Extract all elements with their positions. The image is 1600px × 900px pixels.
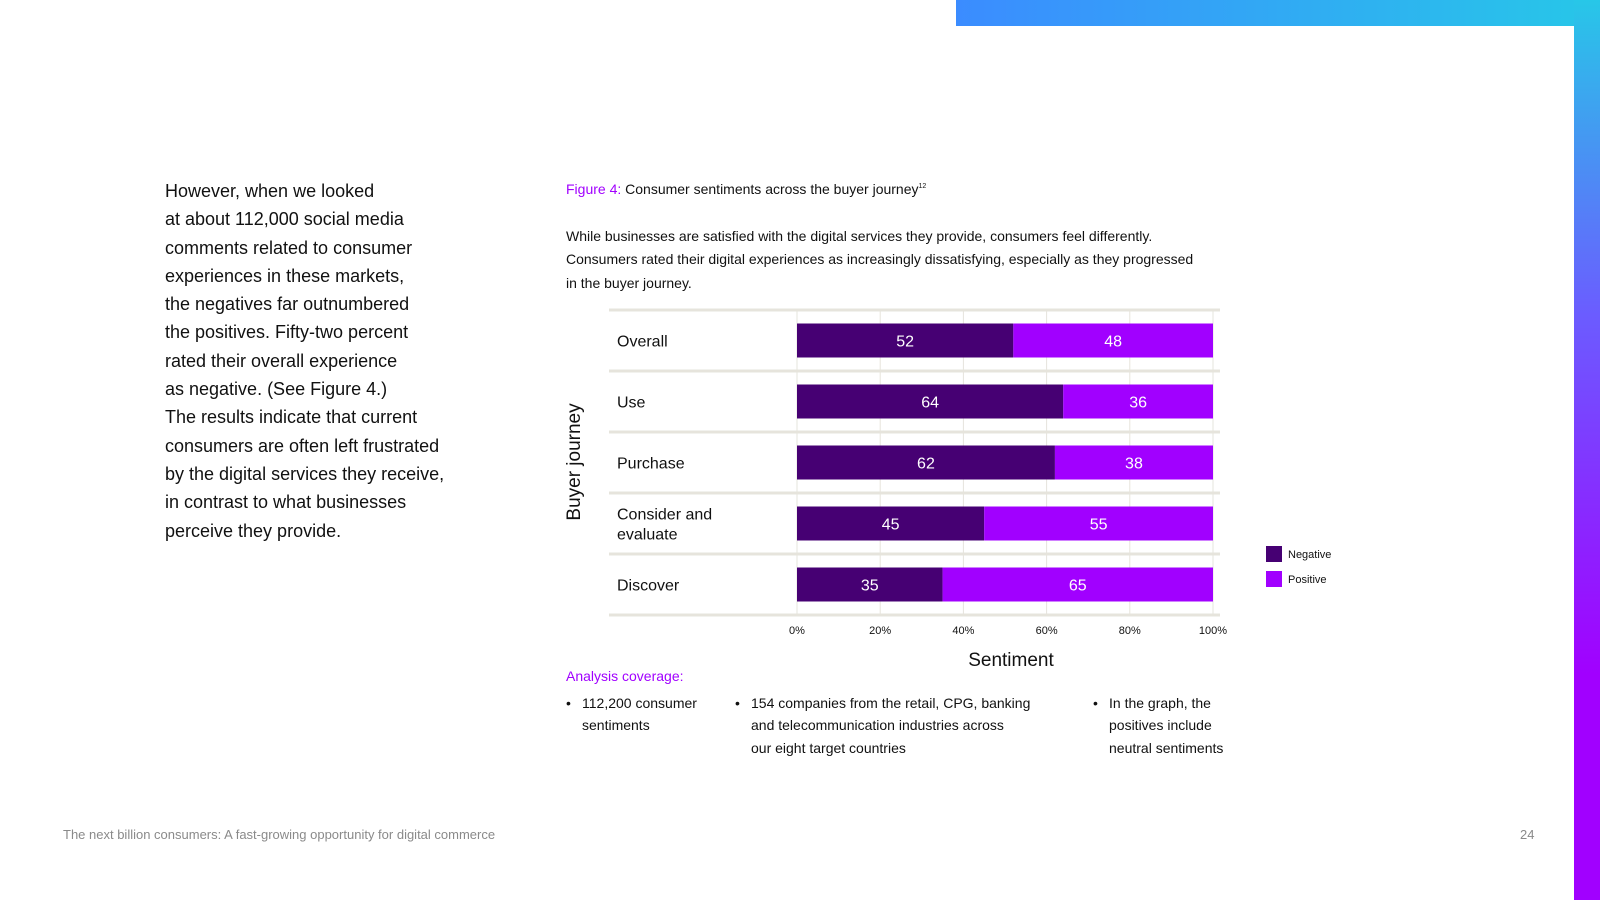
body-line: comments related to consumer [165, 237, 413, 258]
bullet-line: our eight target countries [751, 739, 906, 756]
figure-footnote: 12 [918, 183, 927, 190]
bullet-dot: • [735, 695, 740, 711]
right-gradient-bar [1574, 0, 1600, 900]
bar-positive [1013, 323, 1213, 358]
legend-swatch-positive [1266, 571, 1282, 587]
body-paragraph: However, when we looked at about 112,000… [165, 177, 495, 545]
bar-positive [1054, 445, 1213, 480]
body-line: consumers are often left frustrated [165, 435, 440, 456]
x-tick-label: 60% [1036, 625, 1058, 637]
category-label: evaluate [617, 527, 678, 544]
bar-data-label: 38 [1125, 456, 1143, 473]
bar-positive [1063, 384, 1213, 419]
legend-label: Positive [1288, 574, 1327, 586]
description-line: in the buyer journey. [566, 274, 692, 291]
x-tick-label: 40% [952, 625, 974, 637]
bullet-line: and telecommunication industries across [751, 717, 1004, 734]
category-label: Consider and [617, 507, 712, 524]
figure-title: Consumer sentiments across the buyer jou… [625, 181, 919, 197]
analysis-bullet: • In the graph, the positives include ne… [1093, 692, 1224, 759]
bar-negative [797, 506, 985, 541]
bullet-line: sentiments [582, 717, 650, 734]
bullet-line: positives include [1109, 717, 1212, 734]
legend-label: Negative [1288, 549, 1331, 561]
bar-negative [797, 323, 1014, 358]
description-line: While businesses are satisfied with the … [566, 228, 1153, 244]
bar-data-label: 35 [861, 578, 879, 595]
analysis-bullet: • 112,200 consumer sentiments [566, 692, 697, 737]
body-line: experiences in these markets, [165, 265, 405, 286]
bar-positive [984, 506, 1213, 541]
bullet-line: 112,200 consumer [582, 695, 697, 711]
x-tick-label: 80% [1119, 625, 1141, 637]
bar-data-label: 36 [1129, 395, 1147, 412]
bar-data-label: 65 [1069, 578, 1087, 595]
top-gradient-bar [956, 0, 1600, 26]
bar-negative [797, 567, 943, 602]
body-line: in contrast to what businesses [165, 492, 407, 513]
body-line: The results indicate that current [165, 407, 418, 428]
analysis-bullet: • 154 companies from the retail, CPG, ba… [735, 692, 1031, 759]
bar-negative [797, 384, 1064, 419]
category-label: Overall [617, 334, 668, 351]
figure-caption: Figure 4: Consumer sentiments across the… [566, 181, 926, 197]
body-line: by the digital services they receive, [165, 463, 445, 484]
category-label: Purchase [617, 456, 685, 473]
bullet-dot: • [1093, 695, 1098, 711]
figure-description: While businesses are satisfied with the … [566, 225, 1286, 295]
bar-data-label: 64 [921, 395, 939, 412]
bar-data-label: 45 [882, 517, 900, 534]
bar-negative [797, 445, 1055, 480]
description-line: Consumers rated their digital experience… [566, 251, 1194, 268]
sentiment-chart: Overall 52 48 Use 64 36 Purchase 62 38 Consider a… [564, 308, 1331, 670]
bar-data-label: 52 [896, 334, 914, 351]
body-line: rated their overall experience [165, 350, 398, 371]
analysis-title: Analysis coverage: [566, 668, 684, 684]
x-axis-title: Sentiment [968, 650, 1054, 670]
page-number: 24 [1520, 827, 1535, 842]
body-line: at about 112,000 social media [165, 209, 404, 230]
body-line: However, when we looked [165, 181, 375, 201]
footer-title: The next billion consumers: A fast-growi… [63, 827, 496, 842]
category-label: Use [617, 395, 646, 412]
bar-positive [942, 567, 1213, 602]
x-tick-label: 0% [789, 625, 805, 637]
body-line: perceive they provide. [165, 520, 342, 541]
legend-swatch-negative [1266, 546, 1282, 562]
bullet-line: In the graph, the [1109, 695, 1211, 711]
category-label: Discover [617, 578, 680, 595]
figure-label: Figure 4: [566, 181, 622, 197]
bar-data-label: 62 [917, 456, 935, 473]
x-tick-label: 20% [869, 625, 891, 637]
bullet-line: neutral sentiments [1109, 739, 1224, 756]
bar-data-label: 55 [1090, 517, 1108, 534]
bullet-dot: • [566, 695, 571, 711]
x-tick-label: 100% [1199, 625, 1227, 637]
body-line: the negatives far outnumbered [165, 294, 410, 315]
body-line: the positives. Fifty-two percent [165, 322, 409, 343]
body-line: as negative. (See Figure 4.) [165, 379, 388, 400]
bullet-line: 154 companies from the retail, CPG, bank… [751, 695, 1031, 711]
bar-data-label: 48 [1104, 334, 1122, 351]
y-axis-title: Buyer journey [564, 403, 585, 521]
